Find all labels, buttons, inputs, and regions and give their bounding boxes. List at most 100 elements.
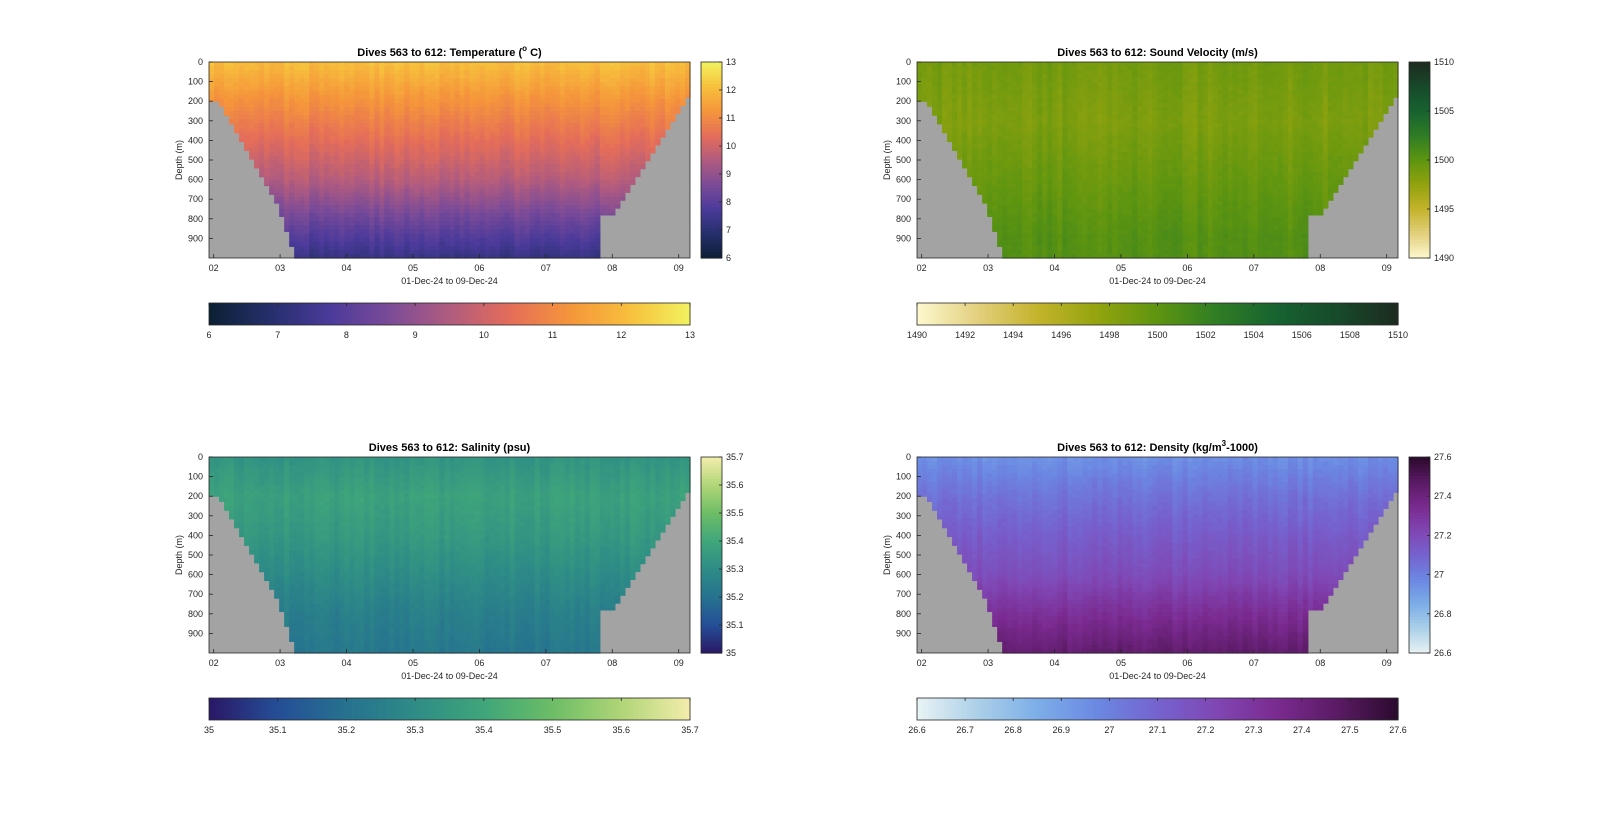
- heatmap-cell: [515, 156, 521, 161]
- heatmap-cell: [595, 209, 601, 214]
- heatmap-cell: [470, 82, 476, 87]
- heatmap-cell: [590, 156, 596, 161]
- colorbar-swatch: [652, 303, 656, 325]
- heatmap-cell: [565, 234, 571, 239]
- heatmap-cell: [419, 238, 425, 243]
- heatmap-cell: [937, 119, 943, 124]
- colorbar-swatch: [356, 303, 360, 325]
- heatmap-cell: [545, 107, 551, 112]
- colorbar-swatch: [483, 303, 487, 325]
- heatmap-cell: [565, 156, 571, 161]
- heatmap-cell: [480, 148, 486, 153]
- heatmap-cell: [309, 91, 315, 96]
- heatmap-cell: [952, 115, 958, 120]
- heatmap-cell: [450, 189, 456, 194]
- heatmap-cell: [344, 176, 350, 181]
- heatmap-cell: [580, 189, 586, 194]
- heatmap-cell: [942, 78, 948, 83]
- heatmap-cell: [304, 103, 310, 108]
- heatmap-cell: [439, 205, 445, 210]
- heatmap-cell: [1042, 197, 1048, 202]
- heatmap-cell: [424, 111, 430, 116]
- heatmap-cell: [299, 176, 305, 181]
- heatmap-cell: [384, 115, 390, 120]
- heatmap-cell: [1017, 225, 1023, 230]
- heatmap-cell: [635, 99, 641, 104]
- heatmap-cell: [444, 180, 450, 185]
- heatmap-cell: [434, 193, 440, 198]
- heatmap-cell: [434, 185, 440, 190]
- heatmap-cell: [535, 168, 541, 173]
- heatmap-cell: [1032, 197, 1038, 202]
- heatmap-cell: [364, 176, 370, 181]
- heatmap-cell: [465, 209, 471, 214]
- heatmap-cell: [615, 176, 621, 181]
- heatmap-cell: [314, 238, 320, 243]
- heatmap-cell: [259, 87, 265, 92]
- heatmap-cell: [434, 66, 440, 71]
- heatmap-cell: [289, 238, 295, 243]
- heatmap-cell: [450, 123, 456, 128]
- heatmap-cell: [645, 91, 651, 96]
- heatmap-cell: [1042, 213, 1048, 218]
- colorbar-tick-label: 11: [548, 330, 557, 340]
- heatmap-cell: [274, 123, 280, 128]
- colorbar-swatch: [592, 303, 596, 325]
- heatmap-cell: [344, 164, 350, 169]
- heatmap-cell: [580, 221, 586, 226]
- heatmap-cell: [1017, 172, 1023, 177]
- heatmap-cell: [1022, 213, 1028, 218]
- heatmap-cell: [580, 136, 586, 141]
- heatmap-cell: [972, 66, 978, 71]
- heatmap-cell: [424, 148, 430, 153]
- heatmap-cell: [394, 148, 400, 153]
- heatmap-cell: [987, 66, 993, 71]
- heatmap-cell: [429, 246, 435, 251]
- heatmap-cell: [545, 160, 551, 165]
- heatmap-cell: [605, 164, 611, 169]
- heatmap-cell: [490, 136, 496, 141]
- heatmap-cell: [500, 234, 506, 239]
- heatmap-cell: [344, 82, 350, 87]
- heatmap-cell: [560, 78, 566, 83]
- heatmap-cell: [1007, 229, 1013, 234]
- heatmap-cell: [545, 180, 551, 185]
- heatmap-cell: [329, 180, 335, 185]
- heatmap-cell: [279, 168, 285, 173]
- heatmap-cell: [259, 172, 265, 177]
- heatmap-cell: [495, 238, 501, 243]
- heatmap-cell: [409, 172, 415, 177]
- heatmap-cell: [319, 168, 325, 173]
- colorbar-swatch: [419, 303, 423, 325]
- heatmap-cell: [399, 107, 405, 112]
- heatmap-cell: [344, 217, 350, 222]
- heatmap-cell: [530, 229, 536, 234]
- heatmap-cell: [324, 229, 330, 234]
- heatmap-cell: [234, 74, 240, 79]
- heatmap-cell: [1007, 131, 1013, 136]
- heatmap-cell: [952, 66, 958, 71]
- y-tick-label: 0: [198, 57, 203, 67]
- heatmap-cell: [364, 234, 370, 239]
- heatmap-cell: [630, 160, 636, 165]
- heatmap-cell: [359, 62, 365, 67]
- heatmap-cell: [997, 189, 1003, 194]
- heatmap-cell: [490, 160, 496, 165]
- heatmap-cell: [339, 221, 345, 226]
- heatmap-cell: [967, 70, 973, 75]
- heatmap-cell: [560, 164, 566, 169]
- heatmap-cell: [219, 62, 225, 67]
- heatmap-cell: [254, 95, 260, 100]
- heatmap-cell: [937, 107, 943, 112]
- heatmap-cell: [520, 172, 526, 177]
- heatmap-cell: [525, 197, 531, 202]
- heatmap-cell: [615, 107, 621, 112]
- heatmap-cell: [600, 111, 606, 116]
- heatmap-cell: [937, 82, 943, 87]
- x-tick-label: 05: [408, 263, 418, 273]
- heatmap-cell: [224, 115, 230, 116]
- heatmap-cell: [249, 74, 255, 79]
- heatmap-cell: [389, 193, 395, 198]
- heatmap-cell: [680, 78, 686, 83]
- heatmap-cell: [550, 127, 556, 132]
